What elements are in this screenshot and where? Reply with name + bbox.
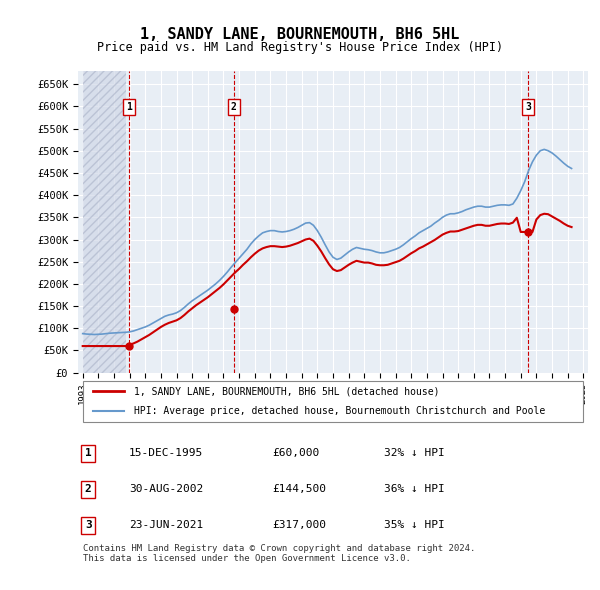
Text: 23-JUN-2021: 23-JUN-2021 — [129, 520, 203, 530]
Text: 3: 3 — [85, 520, 92, 530]
Text: 1, SANDY LANE, BOURNEMOUTH, BH6 5HL: 1, SANDY LANE, BOURNEMOUTH, BH6 5HL — [140, 27, 460, 41]
Text: 35% ↓ HPI: 35% ↓ HPI — [384, 520, 445, 530]
FancyBboxPatch shape — [83, 381, 583, 422]
Text: £60,000: £60,000 — [272, 448, 319, 458]
Text: £144,500: £144,500 — [272, 484, 326, 494]
Text: 36% ↓ HPI: 36% ↓ HPI — [384, 484, 445, 494]
Text: 15-DEC-1995: 15-DEC-1995 — [129, 448, 203, 458]
Text: Contains HM Land Registry data © Crown copyright and database right 2024.
This d: Contains HM Land Registry data © Crown c… — [83, 544, 475, 563]
Text: HPI: Average price, detached house, Bournemouth Christchurch and Poole: HPI: Average price, detached house, Bour… — [134, 407, 545, 417]
Text: 3: 3 — [525, 102, 531, 112]
Text: 1, SANDY LANE, BOURNEMOUTH, BH6 5HL (detached house): 1, SANDY LANE, BOURNEMOUTH, BH6 5HL (det… — [134, 386, 440, 396]
Text: 1: 1 — [85, 448, 92, 458]
Text: 30-AUG-2002: 30-AUG-2002 — [129, 484, 203, 494]
Text: 32% ↓ HPI: 32% ↓ HPI — [384, 448, 445, 458]
Text: 2: 2 — [85, 484, 92, 494]
Text: £317,000: £317,000 — [272, 520, 326, 530]
Text: Price paid vs. HM Land Registry's House Price Index (HPI): Price paid vs. HM Land Registry's House … — [97, 41, 503, 54]
Text: 1: 1 — [126, 102, 132, 112]
Text: 2: 2 — [231, 102, 237, 112]
